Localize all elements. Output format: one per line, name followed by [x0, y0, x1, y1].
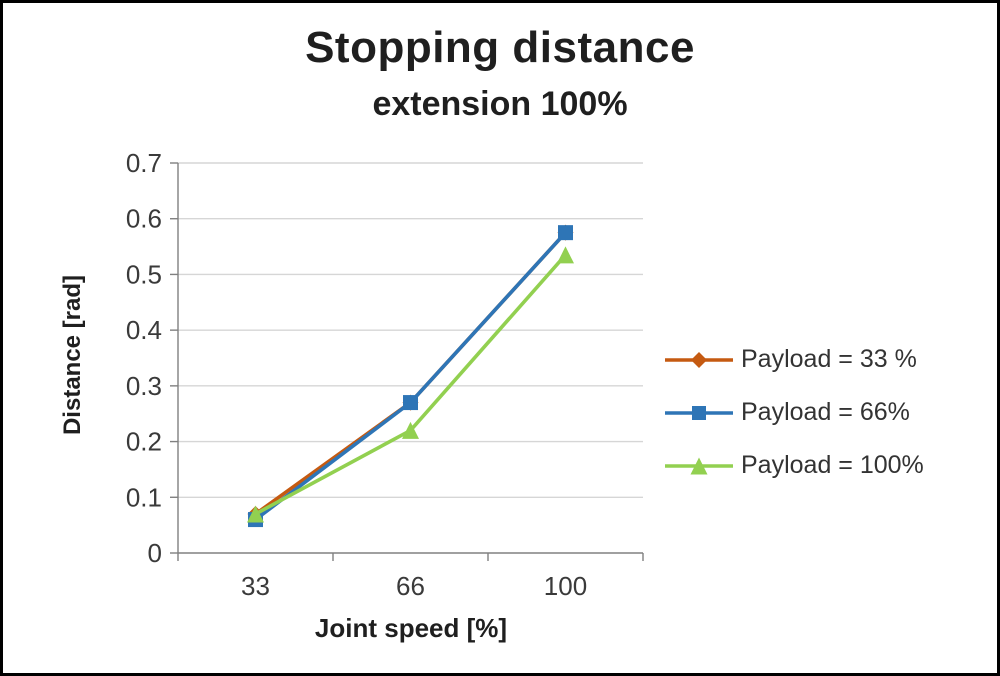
series-marker-square: [558, 225, 573, 241]
legend-item: Payload = 33 %: [663, 345, 924, 374]
x-tick-label: 66: [396, 571, 425, 601]
series-marker-square: [403, 395, 418, 411]
y-tick-label: 0: [148, 538, 162, 568]
y-tick-label: 0.2: [126, 427, 162, 457]
series-marker-triangle: [247, 505, 264, 523]
y-tick-label: 0.3: [126, 371, 162, 401]
y-tick-label: 0.7: [126, 148, 162, 178]
legend-label: Payload = 66%: [741, 398, 910, 426]
y-tick-label: 0.5: [126, 259, 162, 289]
x-tick-label: 100: [544, 571, 587, 601]
chart-subtitle: extension 100%: [372, 85, 628, 123]
legend-swatch-diamond: [665, 351, 733, 368]
series-marker-triangle: [402, 421, 419, 439]
chart-title: Stopping distance: [305, 23, 695, 72]
legend-item: Payload = 66%: [663, 398, 924, 427]
series-line-square: [254, 231, 567, 522]
legend-item: Payload = 100%: [663, 451, 924, 480]
legend-swatch-triangle: [665, 457, 733, 474]
series-marker-triangle: [557, 246, 574, 264]
y-axis-title: Distance [rad]: [59, 274, 86, 436]
x-axis-title: Joint speed [%]: [314, 613, 508, 643]
legend: Payload = 33 % Payload = 66% Payload = 100…: [663, 345, 924, 480]
series-line-triangle: [254, 253, 567, 516]
plot-area: 0 0.1 0.2 0.3 0.4 0.5 0.6 0.7 33 66 100: [126, 148, 644, 601]
y-tick-label: 0.1: [126, 482, 162, 512]
legend-swatch-square: [665, 405, 733, 420]
x-tick-label: 33: [241, 571, 270, 601]
legend-label: Payload = 33 %: [741, 345, 917, 373]
y-tick-label: 0.4: [126, 315, 162, 345]
legend-label: Payload = 100%: [741, 451, 924, 479]
y-tick-label: 0.6: [126, 204, 162, 234]
